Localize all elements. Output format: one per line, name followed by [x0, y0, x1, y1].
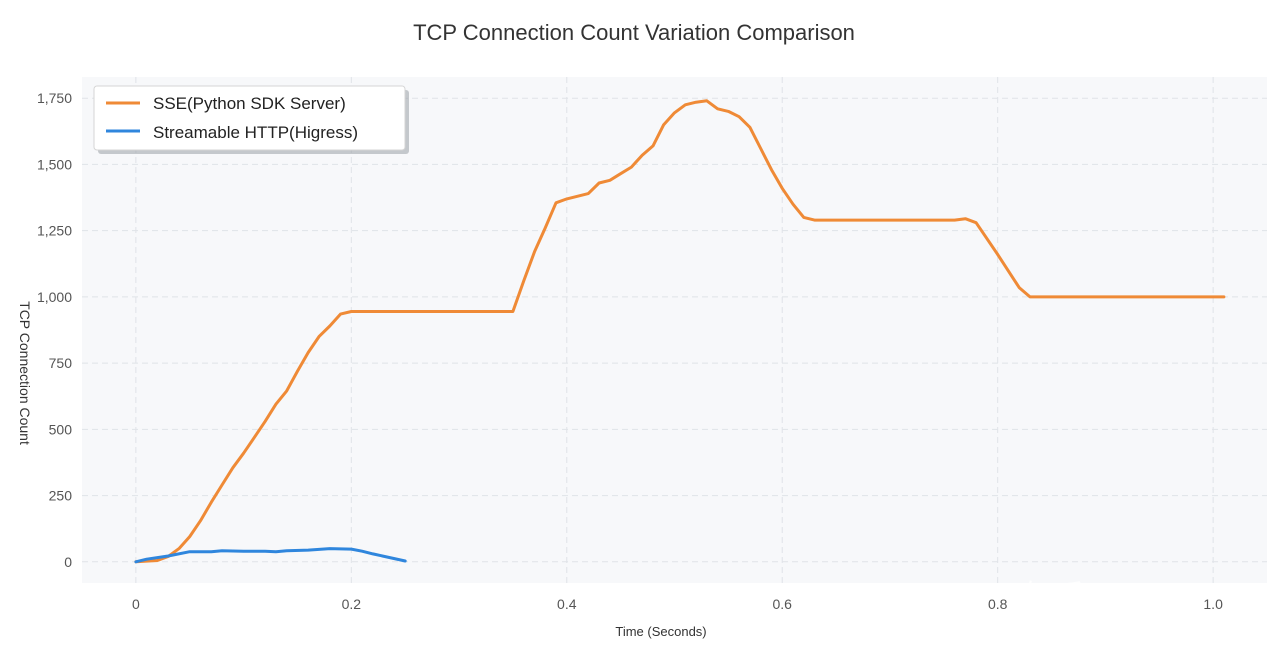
- y-tick-label: 500: [49, 421, 73, 437]
- y-tick-label: 750: [49, 355, 73, 371]
- x-tick-label: 0.8: [988, 596, 1008, 612]
- plot-background: [82, 77, 1267, 583]
- y-tick-label: 1,750: [37, 90, 72, 106]
- series-lines: [134, 99, 1226, 564]
- y-tick-label: 1,000: [37, 289, 72, 305]
- watermark: 知乎 @yuan: [1025, 579, 1199, 614]
- x-tick-label: 0: [132, 596, 140, 612]
- y-tick-label: 1,250: [37, 223, 72, 239]
- x-tick-label: 0.6: [772, 596, 792, 612]
- chart-title: TCP Connection Count Variation Compariso…: [413, 20, 855, 45]
- legend: SSE(Python SDK Server) Streamable HTTP(H…: [93, 85, 409, 154]
- legend-label-streamable-http: Streamable HTTP(Higress): [153, 123, 358, 142]
- y-axis-label: TCP Connection Count: [17, 301, 33, 445]
- x-axis-label: Time (Seconds): [615, 624, 706, 639]
- x-tick-label: 0.4: [557, 596, 577, 612]
- y-tick-label: 1,500: [37, 156, 72, 172]
- grid: [82, 77, 1267, 583]
- legend-box: [93, 85, 406, 151]
- y-tick-label: 250: [49, 488, 73, 504]
- y-tick-label: 0: [64, 554, 72, 570]
- x-tick-label: 1.0: [1203, 596, 1223, 612]
- legend-label-sse: SSE(Python SDK Server): [153, 94, 346, 113]
- series-line-sse: [134, 99, 1226, 564]
- axis-ticks: 0 250 500 750 1,000 1,250 1,500 1,750 0 0.2 0.4 0.6…: [37, 90, 1223, 612]
- series-line-streamable-http: [134, 547, 407, 564]
- x-tick-label: 0.2: [342, 596, 362, 612]
